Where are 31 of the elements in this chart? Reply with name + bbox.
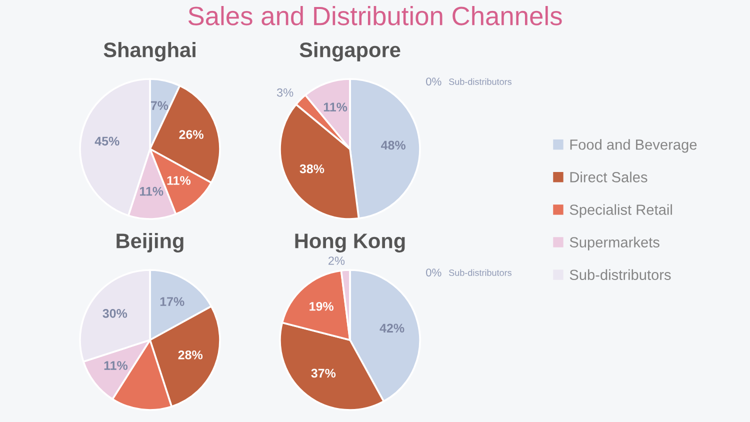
text: 0% [426,268,442,276]
legend-label: Sub-distributors [570,269,671,280]
data-label: 11% [324,102,348,112]
data-label: 11% [104,361,128,370]
data-label: 2% [328,256,345,265]
data-label: 37% [311,368,336,378]
data-label: 48% [380,140,406,150]
data-label: 28% [178,350,203,360]
legend-label: Supermarkets [570,236,660,250]
text: 0% [426,78,442,86]
legend-label: Specialist Retail [570,204,672,218]
data-label: 26% [179,130,204,139]
data-label: 3% [276,88,294,97]
data-label: 17% [160,297,184,306]
data-label: 30% [102,308,128,318]
text: Sales and Distribution Channels [188,6,562,26]
data-label: 45% [94,136,120,146]
chart-title: Beijing [116,232,184,252]
data-label: 11% [167,176,191,185]
chart-title: Shanghai [104,42,196,62]
legend-label: Direct Sales [570,172,648,182]
data-label: 42% [380,324,404,333]
category-label: Sub-distributors [449,78,512,85]
data-label: 11% [140,186,164,196]
chart-title: Singapore [300,42,400,62]
category-label: Sub-distributors [449,269,512,276]
data-label: 38% [300,164,324,174]
data-label: 19% [310,302,334,311]
legend-label: Food and Beverage [570,139,697,153]
chart-title: Hong Kong [295,234,405,252]
data-label: 7% [150,101,168,110]
